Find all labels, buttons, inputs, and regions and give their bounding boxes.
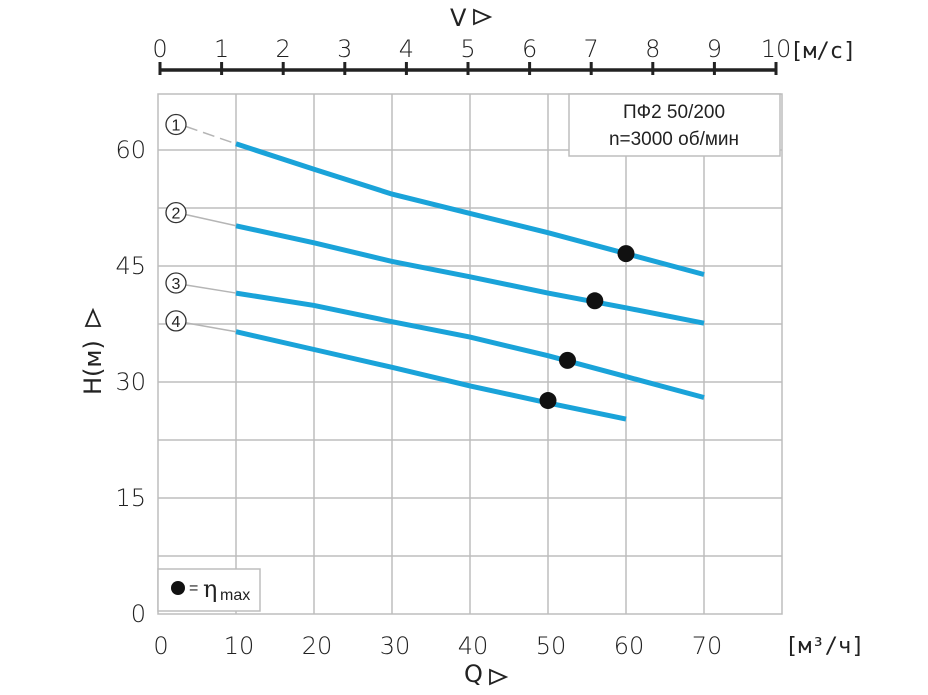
y-tick-0: 0 [131, 600, 146, 628]
x-tick-10: 10 [224, 632, 255, 660]
v-axis-title: V [450, 4, 467, 32]
x-tick-30: 30 [380, 632, 411, 660]
curve-2 [235, 223, 705, 326]
x-tick-50: 50 [536, 632, 567, 660]
legend-box: = η max [157, 568, 261, 612]
v-tick-6: 6 [522, 35, 537, 63]
q-axis-units: [м³/ч] [785, 634, 864, 659]
y-tick-labels: 0 15 30 45 60 [115, 136, 146, 628]
x-tick-20: 20 [302, 632, 333, 660]
x-tick-labels: 0 10 20 30 40 50 60 70 [153, 632, 722, 660]
curve-label-circle-2 [165, 201, 187, 224]
eta-max-markers [539, 245, 635, 410]
eta-max-point-1 [617, 245, 635, 263]
title-box: ПФ2 50/200 n=3000 об/мин [568, 93, 781, 157]
h-arrow-icon [84, 307, 102, 327]
v-tick-9: 9 [707, 35, 722, 63]
legend-equals: = [189, 580, 198, 597]
curve-label-3: 3 [172, 276, 181, 293]
curve-label-circle-1 [165, 113, 187, 136]
eta-max-point-2 [586, 292, 604, 310]
x-tick-0: 0 [153, 632, 168, 660]
guide-line-3 [185, 284, 237, 294]
curve-3 [235, 290, 705, 400]
curve-label-circle-4 [165, 310, 187, 332]
curve-label-1: 1 [172, 117, 181, 134]
legend-eta: η [203, 575, 217, 603]
y-tick-60: 60 [115, 136, 146, 164]
h-axis-title: H(м) [79, 340, 107, 395]
v-tick-5: 5 [460, 35, 475, 63]
v-arrow-icon [473, 8, 493, 26]
curve-4 [235, 329, 627, 422]
v-tick-0: 0 [152, 35, 167, 63]
y-tick-15: 15 [115, 484, 146, 512]
curve-label-2: 2 [172, 206, 181, 223]
title-line-1: ПФ2 50/200 [623, 102, 725, 123]
y-tick-30: 30 [115, 368, 146, 396]
v-tick-10: 10 [761, 35, 792, 63]
v-axis-units: [м/с] [790, 39, 856, 64]
guide-line-2 [185, 213, 237, 227]
v-tick-2: 2 [276, 35, 291, 63]
curve-label-4: 4 [172, 314, 181, 331]
legend-max: max [220, 587, 250, 604]
v-tick-8: 8 [645, 35, 660, 63]
guide-line-1 [185, 125, 237, 145]
curve-label-circle-3 [165, 272, 187, 294]
eta-max-point-4 [539, 392, 557, 410]
v-tick-1: 1 [214, 35, 229, 63]
x-tick-40: 40 [458, 632, 489, 660]
y-tick-45: 45 [115, 252, 146, 280]
q-axis-title: Q [464, 660, 483, 688]
q-arrow-icon [489, 668, 509, 686]
grid-lines [157, 93, 783, 615]
x-tick-60: 60 [614, 632, 645, 660]
guide-line-4 [185, 322, 237, 333]
curve-guide-lines [185, 125, 237, 333]
legend-dot-icon [171, 581, 185, 595]
x-tick-70: 70 [692, 632, 723, 660]
curve-labels: 1 2 3 4 [165, 113, 187, 332]
v-tick-7: 7 [584, 35, 599, 63]
eta-max-point-3 [559, 351, 576, 369]
v-axis: 0 1 2 3 4 5 6 7 8 9 10 [152, 35, 791, 75]
title-line-2: n=3000 об/мин [609, 129, 739, 150]
v-tick-3: 3 [337, 35, 352, 63]
v-tick-4: 4 [399, 35, 414, 63]
